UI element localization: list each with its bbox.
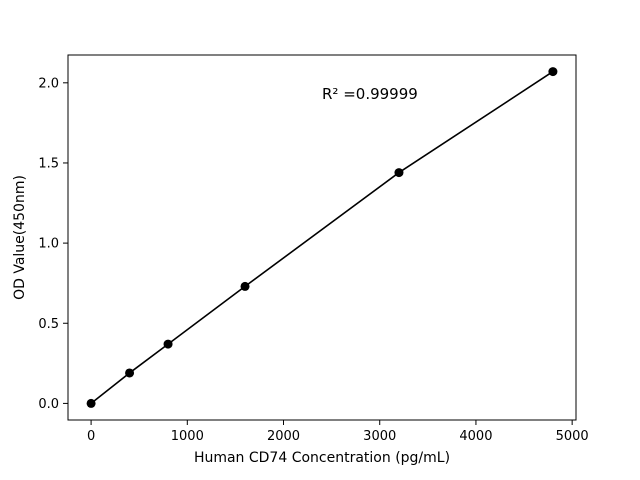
- annotation-r-squared: R² =0.99999: [322, 85, 418, 103]
- data-point: [240, 281, 250, 291]
- plot-border: [67, 54, 577, 421]
- x-axis-tick-label: 1000: [171, 429, 204, 444]
- y-axis-label: OD Value(450nm): [12, 175, 28, 300]
- x-axis-label: Human CD74 Concentration (pg/mL): [194, 450, 450, 466]
- data-point: [125, 368, 135, 378]
- data-point: [548, 67, 558, 77]
- y-axis-tick-label: 2.0: [38, 76, 59, 91]
- x-axis-tick-label: 3000: [363, 429, 396, 444]
- x-axis-tick-label: 5000: [556, 429, 589, 444]
- data-point: [394, 168, 404, 178]
- y-axis-tick-label: 1.5: [38, 156, 59, 171]
- x-axis-tick-label: 2000: [267, 429, 300, 444]
- data-point: [86, 398, 96, 408]
- y-axis-tick-label: 1.0: [38, 237, 59, 252]
- y-axis-tick-label: 0.5: [38, 317, 59, 332]
- y-axis-tick-label: 0.0: [38, 397, 59, 412]
- plot-line: [90, 70, 554, 405]
- x-axis-tick-label: 4000: [459, 429, 492, 444]
- x-axis-tick-label: 0: [87, 429, 95, 444]
- data-point: [163, 339, 173, 349]
